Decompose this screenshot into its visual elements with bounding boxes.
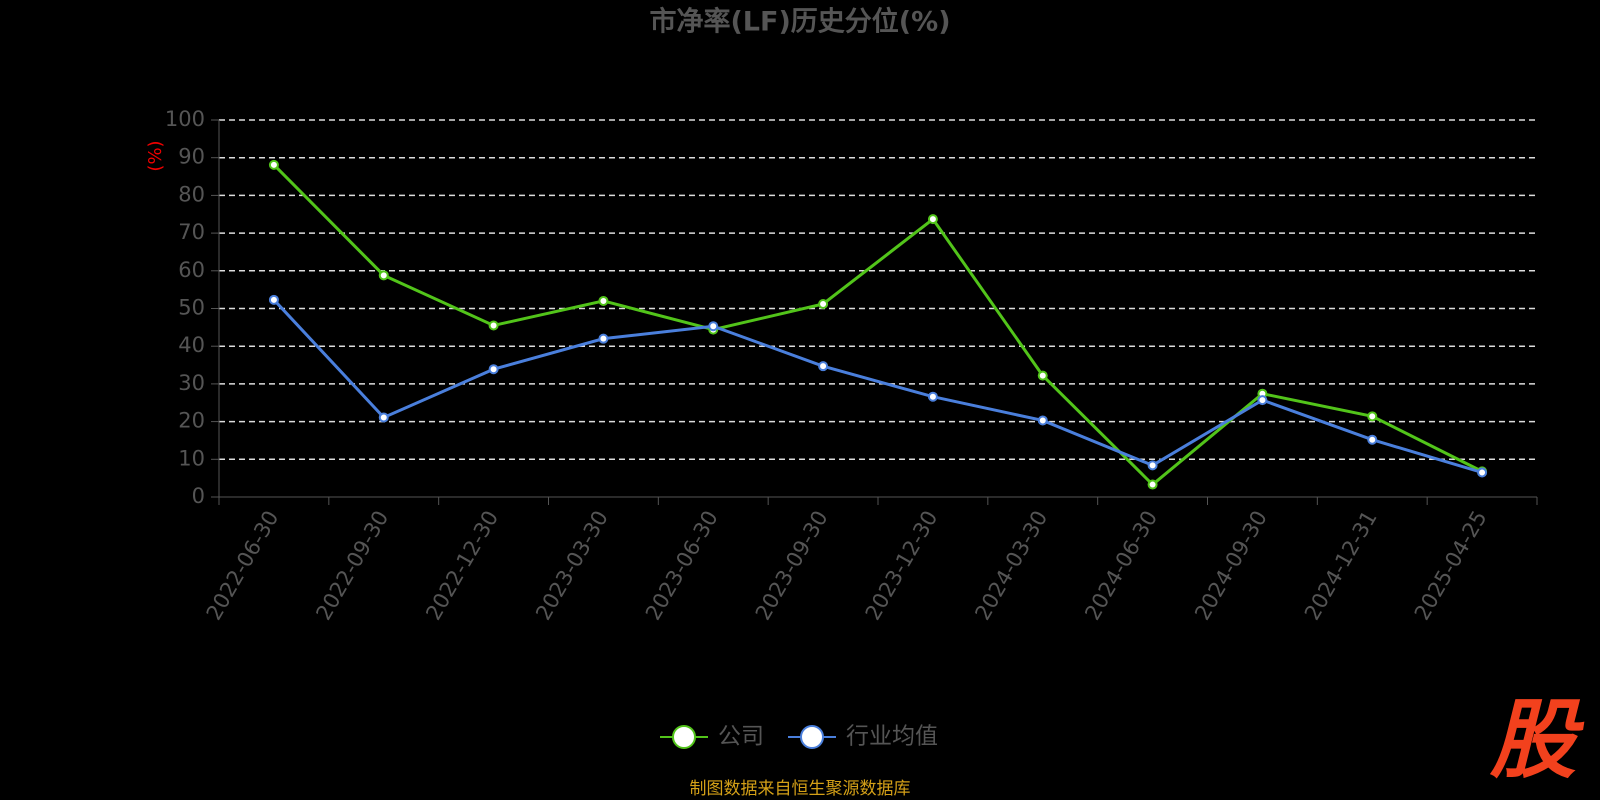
data-point: [488, 364, 499, 375]
y-tick-label: 0: [192, 484, 205, 508]
data-point: [927, 391, 938, 402]
data-point: [488, 320, 499, 331]
y-tick-label: 80: [178, 182, 205, 206]
y-axis-label: (%): [145, 140, 166, 171]
y-tick-label: 60: [178, 258, 205, 282]
y-tick-label: 20: [178, 409, 205, 433]
data-point: [378, 270, 389, 281]
data-point: [708, 321, 719, 332]
chart-title: 市净率(LF)历史分位(%): [649, 6, 950, 38]
data-point: [1367, 434, 1378, 445]
data-point: [927, 214, 938, 225]
legend-label[interactable]: 公司: [718, 724, 764, 750]
data-point: [1367, 411, 1378, 422]
source-note: 制图数据来自恒生聚源数据库: [690, 779, 911, 799]
y-tick-label: 10: [178, 446, 205, 470]
data-point: [1147, 460, 1158, 471]
data-point: [1037, 370, 1048, 381]
y-tick-label: 50: [178, 296, 205, 320]
data-point: [818, 298, 829, 309]
data-point: [598, 295, 609, 306]
y-tick-label: 100: [165, 107, 205, 131]
data-point: [598, 333, 609, 344]
data-point: [1477, 467, 1488, 478]
y-tick-label: 40: [178, 333, 205, 357]
data-point: [268, 159, 279, 170]
logo: 股: [1489, 690, 1585, 790]
legend-marker[interactable]: [800, 725, 824, 749]
data-point: [1037, 415, 1048, 426]
data-point: [268, 294, 279, 305]
y-tick-label: 70: [178, 220, 205, 244]
series-line: [272, 163, 1483, 487]
y-tick-label: 90: [178, 145, 205, 169]
legend-label[interactable]: 行业均值: [846, 724, 938, 750]
data-point: [1257, 395, 1268, 406]
series-line: [272, 298, 1483, 474]
y-tick-label: 30: [178, 371, 205, 395]
data-point: [378, 412, 389, 423]
legend-marker[interactable]: [672, 725, 696, 749]
data-point: [1147, 479, 1158, 490]
data-point: [818, 361, 829, 372]
